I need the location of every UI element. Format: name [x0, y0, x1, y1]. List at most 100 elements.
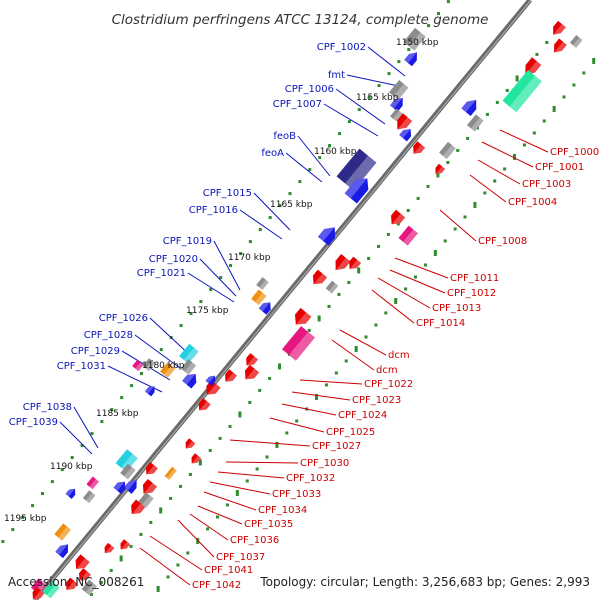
- reverse-gene-arrow: [131, 499, 146, 515]
- gene-feature-box: [569, 34, 583, 48]
- left-gene-label: CPF_1020: [149, 254, 198, 265]
- right-gene-label: CPF_1030: [300, 458, 349, 469]
- reverse-gene-arrow: [32, 586, 45, 600]
- kbp-label: 1155 kbp: [356, 93, 399, 103]
- reverse-gene-arrow: [244, 364, 260, 380]
- gene-feature-box: [251, 289, 267, 306]
- right-leader-line: [371, 289, 415, 324]
- right-leader-line: [177, 519, 215, 558]
- forward-gene-arrow: [344, 178, 369, 204]
- right-leader-line: [269, 417, 325, 433]
- left-leader-line: [323, 103, 379, 137]
- left-gene-label: fmt: [328, 70, 345, 81]
- reverse-gene-arrow: [246, 353, 259, 366]
- reverse-gene-arrow: [75, 554, 90, 570]
- genome-backbone-highlight: [35, 0, 532, 600]
- topology-text: Topology: circular; Length: 3,256,683 bp…: [259, 575, 590, 589]
- right-gene-label: CPF_1037: [216, 552, 265, 563]
- right-leader-line: [499, 129, 549, 153]
- reverse-gene-arrow: [294, 307, 312, 325]
- forward-gene-arrow: [399, 128, 412, 142]
- left-leader-line: [134, 334, 181, 369]
- right-leader-line: [389, 269, 446, 294]
- left-leader-line: [335, 88, 386, 125]
- accession-text: Accession: NC_008261: [8, 575, 144, 589]
- left-leader-line: [367, 46, 406, 77]
- gene-feature-box: [390, 108, 403, 122]
- dotted-guide-line: [89, 27, 559, 596]
- left-leader-line: [59, 421, 93, 455]
- right-leader-line: [229, 439, 311, 447]
- right-leader-line: [439, 209, 477, 242]
- kbp-label: 1175 kbp: [186, 306, 229, 316]
- right-leader-line: [291, 391, 351, 401]
- forward-gene-arrow: [258, 302, 271, 315]
- reverse-gene-arrow: [349, 256, 362, 270]
- left-leader-line: [73, 406, 99, 449]
- reverse-gene-arrow: [553, 20, 566, 35]
- reverse-gene-arrow: [145, 461, 158, 475]
- gene-feature-box: [86, 476, 99, 490]
- gene-feature-box: [439, 141, 456, 159]
- right-gene-label: CPF_1036: [230, 535, 279, 546]
- kbp-label: 1165 kbp: [270, 200, 313, 210]
- right-leader-line: [139, 547, 191, 586]
- left-gene-label: CPF_1016: [189, 205, 238, 216]
- right-gene-label: CPF_1032: [286, 473, 335, 484]
- right-gene-label: CPF_1001: [535, 162, 584, 173]
- kbp-label: 1160 kbp: [314, 147, 357, 157]
- right-gene-label: CPF_1014: [416, 318, 465, 329]
- reverse-gene-arrow: [413, 141, 426, 154]
- forward-gene-arrow: [55, 544, 69, 559]
- right-leader-line: [394, 257, 449, 279]
- left-leader-line: [239, 209, 283, 240]
- left-gene-label: feoA: [261, 148, 284, 159]
- gene-feature-box: [82, 490, 96, 504]
- right-leader-line: [209, 481, 271, 495]
- reverse-gene-arrow: [198, 397, 211, 411]
- reverse-gene-arrow: [397, 113, 413, 130]
- right-leader-line: [189, 513, 229, 541]
- left-gene-label: CPF_1007: [273, 99, 322, 110]
- gene-feature-box: [54, 523, 71, 541]
- right-leader-line: [339, 329, 387, 356]
- forward-gene-arrow: [404, 52, 417, 67]
- map-title: Clostridium perfringens ATCC 13124, comp…: [112, 12, 489, 28]
- right-gene-label: CPF_1000: [550, 147, 599, 158]
- gene-feature-box: [403, 27, 426, 51]
- reverse-gene-arrow: [185, 438, 196, 449]
- reverse-gene-arrow: [554, 38, 567, 53]
- gene-feature-box: [160, 362, 176, 378]
- gene-feature-box: [164, 466, 177, 480]
- right-leader-line: [481, 141, 534, 168]
- right-gene-label: CPF_1013: [432, 303, 481, 314]
- forward-gene-arrow: [182, 373, 197, 389]
- gene-feature-box: [256, 277, 269, 290]
- right-leader-line: [203, 491, 257, 511]
- forward-gene-arrow: [389, 97, 403, 112]
- left-gene-label: CPF_1002: [317, 42, 366, 53]
- gene-feature-box: [81, 579, 97, 596]
- gene-feature-box: [398, 225, 418, 246]
- right-gene-label: CPF_1023: [352, 395, 401, 406]
- right-gene-label: CPF_1041: [204, 565, 253, 576]
- right-leader-line: [197, 505, 243, 525]
- kbp-label: 1190 kbp: [50, 462, 93, 472]
- right-gene-label: CPF_1025: [326, 427, 375, 438]
- left-gene-label: CPF_1006: [285, 84, 334, 95]
- gene-feature-box: [388, 80, 409, 100]
- left-leader-line: [199, 258, 237, 297]
- forward-gene-arrow: [205, 375, 216, 386]
- kbp-label: 1180 kbp: [142, 361, 185, 371]
- gene-feature-box: [142, 358, 156, 372]
- right-gene-label: dcm: [388, 350, 410, 361]
- reverse-gene-arrow: [120, 539, 131, 550]
- right-gene-label: CPF_1034: [258, 505, 307, 516]
- gene-feature-box: [120, 463, 136, 480]
- reverse-gene-arrow: [79, 568, 91, 581]
- left-leader-line: [187, 272, 235, 303]
- left-leader-line: [213, 240, 241, 291]
